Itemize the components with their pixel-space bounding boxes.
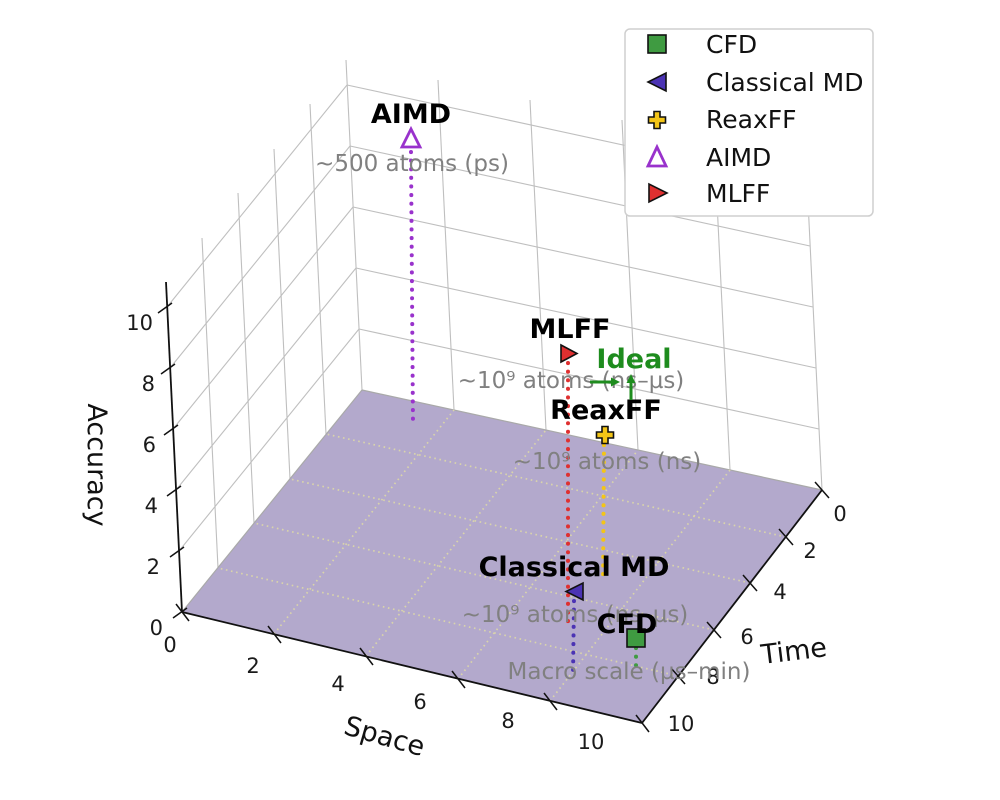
legend-box [624, 28, 874, 217]
classical-md-marker [564, 581, 584, 602]
space-tick-labels: 0 2 4 6 8 10 [163, 633, 604, 754]
space-tick-label: 6 [413, 690, 426, 714]
legend-label-aimd: AIMD [706, 143, 771, 172]
time-tick-label: 6 [740, 625, 753, 649]
time-axis-ticks [670, 481, 830, 685]
accuracy-tick-label: 8 [142, 372, 155, 396]
legend-marker-cfd [647, 34, 667, 54]
time-tick-label: 0 [833, 502, 846, 526]
floor-gridlines [217, 409, 787, 702]
space-tick-label: 8 [501, 709, 514, 733]
space-tick-label: 4 [331, 672, 344, 696]
legend-marker-classical-md [646, 71, 667, 93]
time-axis-title: Time [758, 632, 828, 671]
accuracy-tick-label: 4 [145, 494, 158, 518]
accuracy-axis-title: Accuracy [81, 403, 112, 526]
legend-label-cfd: CFD [706, 30, 757, 59]
ideal-up-arrowhead [626, 374, 636, 383]
time-tick-labels: 0 2 4 6 8 10 [668, 502, 847, 736]
ideal-right-arrowhead [611, 377, 620, 387]
cfd-sublabel: Macro scale (µs–min) [508, 659, 751, 685]
reaxff-label: ReaxFF [550, 395, 662, 426]
mlff-marker [560, 343, 579, 364]
aimd-marker [399, 125, 423, 149]
classical-md-label: Classical MD [479, 552, 670, 583]
time-tick-label: 2 [803, 539, 816, 563]
floor-wall-edges [181, 389, 823, 613]
legend-label-reaxff: ReaxFF [706, 105, 797, 134]
data-markers [399, 125, 646, 648]
point-labels: AIMD ~500 atoms (ps) MLFF ~10⁹ atoms (ns… [315, 99, 750, 685]
legend-marker-mlff [648, 182, 669, 204]
cfd-marker [626, 628, 646, 648]
legend-marker-aimd [645, 143, 669, 168]
accuracy-tick-label: 2 [147, 555, 160, 579]
reaxff-stem [601, 443, 606, 582]
space-tick-label: 10 [578, 730, 605, 754]
space-axis-ticks [175, 603, 650, 733]
ideal-annotation: Ideal [590, 344, 672, 400]
legend-label-classical-md: Classical MD [706, 68, 864, 97]
space-axis-title: Space [341, 711, 429, 763]
time-axis-spine [641, 489, 823, 724]
classical-md-sublabel: ~10⁹ atoms (ns–µs) [462, 602, 689, 628]
accuracy-axis-ticks [157, 302, 188, 619]
ideal-label: Ideal [596, 344, 671, 375]
time-tick-label: 8 [706, 665, 719, 689]
reaxff-marker [595, 425, 615, 445]
legend-marker-reaxff [647, 110, 667, 130]
legend: CFD Classical MD ReaxFF AIMD MLFF [624, 28, 874, 217]
accuracy-tick-label: 0 [150, 616, 163, 640]
space-tick-label: 2 [246, 654, 259, 678]
legend-label-mlff: MLFF [706, 179, 770, 208]
space-axis-spine [181, 611, 643, 724]
floor-plane [182, 390, 822, 723]
mlff-label: MLFF [530, 314, 611, 345]
aimd-stem [409, 150, 415, 428]
accuracy-tick-label: 6 [143, 433, 156, 457]
aimd-sublabel: ~500 atoms (ps) [315, 151, 509, 177]
aimd-label: AIMD [371, 99, 451, 130]
accuracy-axis-spine [165, 281, 183, 613]
reaxff-sublabel: ~10⁹ atoms (ns) [513, 449, 701, 475]
left-wall-gridlines [166, 59, 363, 569]
accuracy-tick-labels: 0 2 4 6 8 10 [126, 311, 163, 640]
accuracy-tick-label: 10 [126, 311, 153, 335]
time-tick-label: 4 [773, 580, 786, 604]
cfd-label: CFD [597, 609, 658, 640]
mlff-sublabel: ~10⁹ atoms (ns–µs) [458, 368, 685, 394]
axis-spines [165, 281, 823, 724]
time-tick-label: 10 [668, 712, 695, 736]
stems [409, 150, 638, 678]
space-tick-label: 0 [163, 633, 176, 657]
